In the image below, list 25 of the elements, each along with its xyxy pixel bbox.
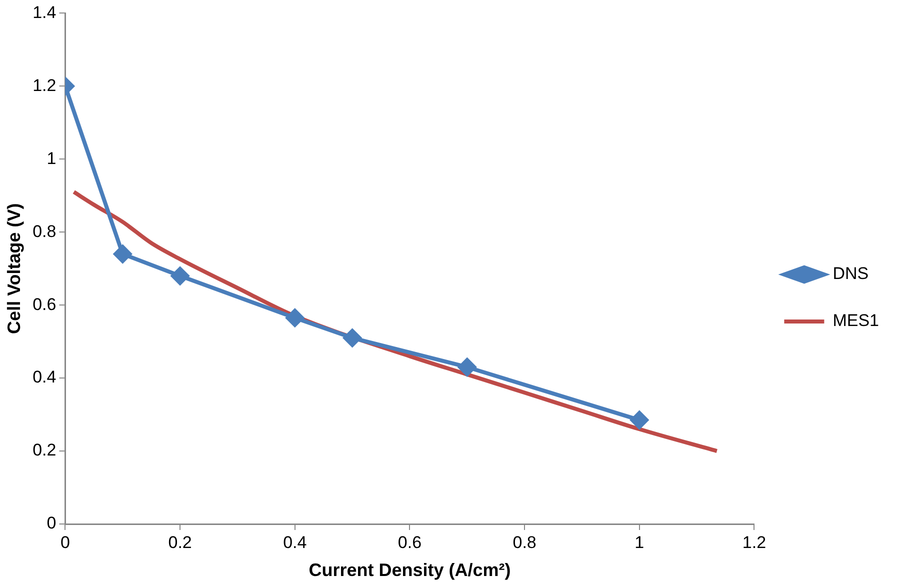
point bbox=[458, 358, 476, 376]
legend-label: MES1 bbox=[832, 311, 880, 330]
y-tick-label: 0.6 bbox=[32, 294, 56, 314]
y-tick-label: 0.4 bbox=[32, 368, 56, 387]
y-tick-label: 1.4 bbox=[32, 2, 56, 22]
legend-label: DNS bbox=[832, 264, 869, 284]
x-tick-label: 0 bbox=[60, 532, 70, 552]
y-tick-label: 0 bbox=[46, 514, 56, 533]
x-axis-title: Current Density (A/cm²) bbox=[308, 560, 511, 580]
point bbox=[114, 245, 132, 264]
x-tick-label: 0.8 bbox=[512, 532, 536, 552]
x-tick-label: 0.6 bbox=[398, 532, 422, 552]
x-tick-label: 1 bbox=[634, 532, 644, 552]
y-axis-title: Cell Voltage (V) bbox=[4, 203, 24, 334]
x-tick-label: 1.2 bbox=[742, 532, 766, 552]
point bbox=[343, 328, 362, 347]
y-tick-label: 0.8 bbox=[32, 222, 56, 241]
point bbox=[171, 266, 190, 285]
y-tick-label: 1.2 bbox=[32, 76, 56, 95]
point bbox=[630, 411, 648, 430]
x-tick-label: 0.4 bbox=[283, 532, 307, 552]
y-tick-label: 1 bbox=[46, 148, 56, 168]
point bbox=[286, 308, 304, 327]
x-tick-label: 0.2 bbox=[168, 532, 192, 552]
y-tick-label: 0.2 bbox=[32, 440, 56, 460]
